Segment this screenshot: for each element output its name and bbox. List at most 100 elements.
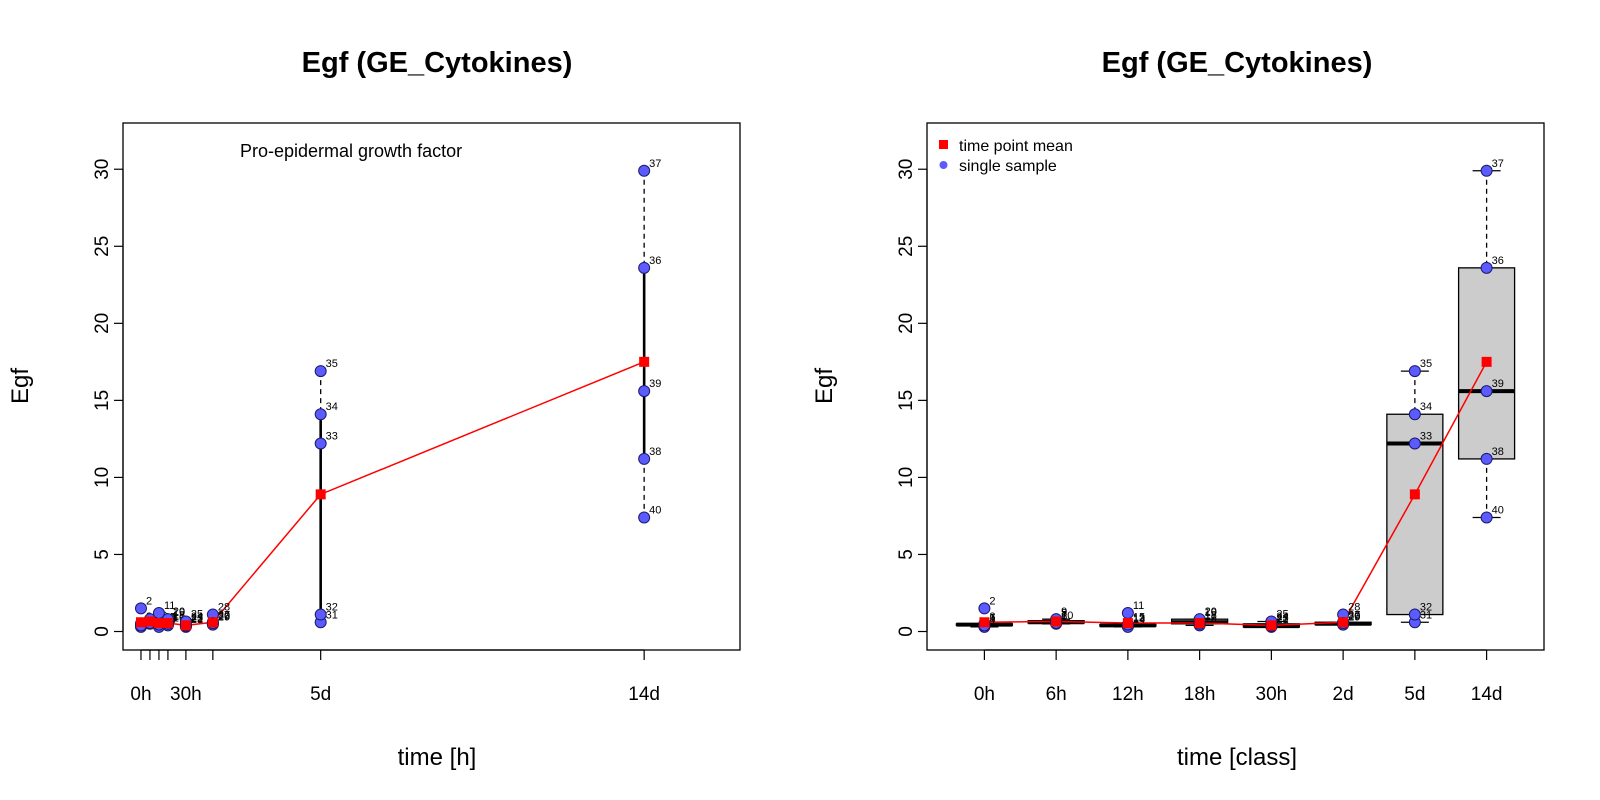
y-tick-label: 30 xyxy=(92,159,113,180)
mean-trend-line xyxy=(141,362,644,626)
y-tick-label: 15 xyxy=(896,390,917,411)
sample-id-label: 34 xyxy=(326,401,338,413)
sample-point xyxy=(1481,165,1492,176)
x-tick-label: 14d xyxy=(1471,684,1503,705)
panel2-boxplots xyxy=(956,171,1514,627)
sample-id-label: 34 xyxy=(1420,401,1432,413)
sample-point xyxy=(1122,608,1133,619)
sample-point xyxy=(1409,366,1420,377)
y-tick-label: 10 xyxy=(896,467,917,488)
sample-point xyxy=(1481,262,1492,273)
sample-id-label: 30 xyxy=(1348,610,1360,622)
panel1-gene-annotation: Pro-epidermal growth factor xyxy=(240,141,462,161)
sample-point xyxy=(135,603,146,614)
sample-point xyxy=(1409,409,1420,420)
mean-marker xyxy=(1195,618,1205,628)
sample-id-label: 40 xyxy=(1492,504,1504,516)
sample-id-label: 36 xyxy=(1492,255,1504,267)
x-tick-label: 5d xyxy=(1404,684,1425,705)
y-tick-label: 5 xyxy=(896,549,917,560)
y-tick-label: 25 xyxy=(896,236,917,257)
x-tick-label: 0h xyxy=(130,684,151,705)
mean-marker xyxy=(208,617,218,627)
y-tick-label: 15 xyxy=(92,390,113,411)
panel1-x-axis: 0h 30h 5d 14d xyxy=(130,650,660,705)
sample-point xyxy=(1409,438,1420,449)
panel2-x-axis: 0h 6h 12h 18h 30h 2d 5d 14d xyxy=(974,650,1503,705)
mean-marker xyxy=(1338,617,1348,627)
sample-id-label: 10 xyxy=(1061,610,1073,622)
legend-sample-label: single sample xyxy=(959,158,1057,175)
sample-id-label: 38 xyxy=(1492,446,1504,458)
sample-id-label: 39 xyxy=(649,378,661,390)
sample-id-label: 25 xyxy=(1276,608,1288,620)
sample-id-label: 32 xyxy=(1420,602,1432,614)
sample-id-label: 33 xyxy=(1420,431,1432,443)
x-tick-label: 2d xyxy=(1333,684,1354,705)
mean-marker xyxy=(639,357,649,367)
mean-marker xyxy=(1123,618,1133,628)
x-tick-label: 12h xyxy=(1112,684,1144,705)
sample-point xyxy=(315,366,326,377)
sample-id-label: 20 xyxy=(1205,606,1217,618)
y-tick-label: 25 xyxy=(92,236,113,257)
panel2-x-axis-label: time [class] xyxy=(1177,744,1297,771)
x-tick-label: 18h xyxy=(1184,684,1216,705)
panel-time-class: Egf (GE_Cytokines) time [class] Egf time… xyxy=(811,47,1544,771)
mean-marker xyxy=(154,618,164,628)
y-tick-label: 0 xyxy=(92,626,113,637)
x-tick-label: 30h xyxy=(1256,684,1288,705)
y-tick-label: 10 xyxy=(92,467,113,488)
sample-point xyxy=(639,453,650,464)
sample-point xyxy=(979,603,990,614)
mean-marker xyxy=(1051,616,1061,626)
mean-marker xyxy=(1482,357,1492,367)
y-tick-label: 5 xyxy=(92,549,113,560)
sample-point xyxy=(1409,609,1420,620)
panel1-sample-points: 1234567891011121314151617181920212223242… xyxy=(135,158,661,633)
sample-id-label: 32 xyxy=(326,602,338,614)
y-tick-label: 30 xyxy=(896,159,917,180)
sample-point xyxy=(1481,512,1492,523)
panel1-x-axis-label: time [h] xyxy=(398,744,477,771)
sample-id-label: 2 xyxy=(989,595,995,607)
y-tick-label: 0 xyxy=(896,626,917,637)
x-tick-label: 14d xyxy=(628,684,660,705)
panel2-y-axis-label: Egf xyxy=(811,368,838,404)
panel1-sample-ranges xyxy=(141,171,644,627)
sample-id-label: 33 xyxy=(326,431,338,443)
mean-marker xyxy=(136,617,146,627)
mean-marker xyxy=(979,617,989,627)
panel2-legend: time point mean single sample xyxy=(939,138,1073,175)
mean-marker xyxy=(163,618,173,628)
panel1-mean-markers xyxy=(136,357,649,631)
panel1-title: Egf (GE_Cytokines) xyxy=(302,47,573,79)
sample-id-label: 35 xyxy=(326,358,338,370)
x-tick-label: 0h xyxy=(974,684,995,705)
sample-id-label: 40 xyxy=(649,504,661,516)
mean-marker xyxy=(1266,620,1276,630)
y-tick-label: 20 xyxy=(92,313,113,334)
sample-id-label: 35 xyxy=(1420,358,1432,370)
sample-point xyxy=(639,512,650,523)
sample-id-label: 2 xyxy=(146,595,152,607)
sample-id-label: 37 xyxy=(649,158,661,170)
x-tick-label: 30h xyxy=(170,684,202,705)
sample-id-label: 36 xyxy=(649,255,661,267)
mean-marker xyxy=(316,489,326,499)
sample-point xyxy=(639,262,650,273)
sample-id-label: 37 xyxy=(1492,158,1504,170)
mean-marker xyxy=(1410,489,1420,499)
sample-point xyxy=(639,165,650,176)
panel1-y-axis-label: Egf xyxy=(7,368,34,404)
panel-time-hours: Egf (GE_Cytokines) time [h] Egf Pro-epid… xyxy=(7,47,740,771)
sample-point xyxy=(315,409,326,420)
panel2-y-axis: 0 5 10 15 20 25 30 xyxy=(896,159,927,637)
panel1-y-axis: 0 5 10 15 20 25 30 xyxy=(92,159,123,637)
panel2-title: Egf (GE_Cytokines) xyxy=(1102,47,1373,79)
sample-point xyxy=(315,438,326,449)
sample-id-label: 15 xyxy=(1133,612,1145,624)
mean-marker xyxy=(145,616,155,626)
mean-marker xyxy=(181,620,191,630)
